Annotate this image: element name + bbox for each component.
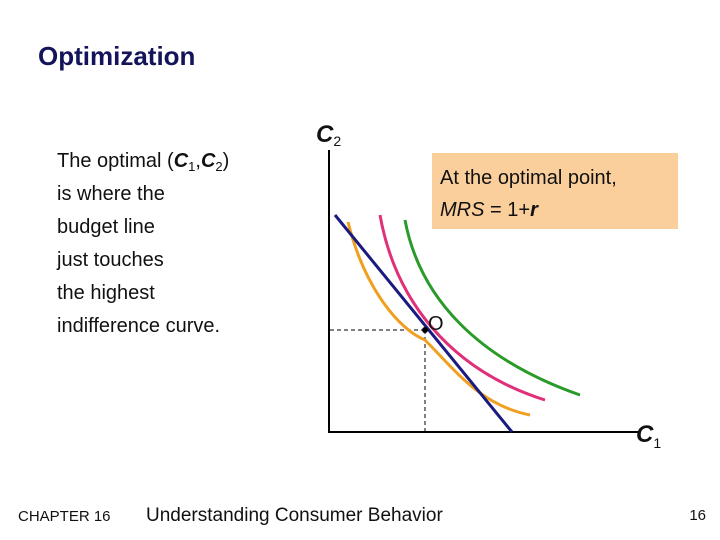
y-axis-label: C2	[316, 121, 341, 149]
callout-text: At the optimal point,	[440, 167, 617, 189]
body-line: is where the	[57, 183, 165, 205]
text: The optimal (	[57, 150, 174, 172]
page-number: 16	[689, 507, 706, 524]
body-line: The optimal (C1,C2)	[57, 150, 229, 174]
text: = 1+	[484, 199, 530, 221]
symbol: C	[201, 150, 216, 172]
point-label: O	[428, 313, 444, 335]
body-line: indifference curve.	[57, 315, 220, 337]
callout-text: MRS = 1+r	[440, 199, 539, 221]
body-line: budget line	[57, 216, 155, 238]
x-axis-label: C1	[636, 421, 661, 451]
subscript: 1	[188, 159, 195, 174]
symbol: C	[174, 150, 189, 172]
body-line: the highest	[57, 282, 155, 304]
indifference-curve	[403, 219, 581, 397]
symbol: C	[636, 421, 654, 448]
symbol: r	[530, 199, 539, 221]
slide-title: Optimization	[38, 41, 195, 71]
text: )	[223, 150, 230, 172]
footer-subject: Understanding Consumer Behavior	[146, 505, 443, 526]
symbol: MRS	[440, 199, 485, 221]
subscript: 2	[333, 133, 341, 149]
subscript: 2	[215, 159, 222, 174]
text: ,	[195, 150, 201, 172]
body-line: just touches	[56, 249, 164, 271]
subscript: 1	[653, 435, 661, 451]
symbol: C	[316, 121, 334, 148]
optimal-point	[422, 327, 428, 333]
footer-chapter: CHAPTER 16	[18, 508, 111, 525]
budget-line	[333, 214, 514, 433]
callout-box	[432, 153, 678, 229]
indifference-curve	[378, 214, 546, 402]
indifference-curve	[346, 221, 531, 417]
